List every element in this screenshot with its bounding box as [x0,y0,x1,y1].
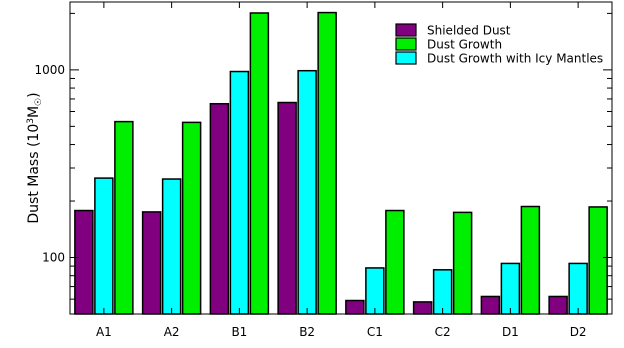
bar-d1-dust-growth [520,205,541,315]
bar-b2-dust-growth [317,11,337,315]
bar-b2-dust-growth-with-icy-mantles [297,69,317,315]
bar-a1-dust-growth [114,120,134,315]
bar-b1-shielded-dust [209,102,230,315]
x-tick-label-b2: B2 [299,325,315,339]
x-tick-label-c1: C1 [367,325,383,339]
y-axis-title-sup: 3 [26,118,36,124]
x-tick-label-a2: A2 [164,325,180,339]
x-tick-label-b1: B1 [231,325,247,339]
y-axis-title: Dust Mass (103M☉) [26,92,44,223]
bar-a2-shielded-dust [141,211,162,315]
x-tick-label-d1: D1 [502,325,519,339]
y-tick-label-1000: 1000 [34,63,65,77]
y-axis-title-main: Dust Mass (10 [26,124,42,224]
bar-d1-shielded-dust [480,295,501,315]
x-tick-label-a1: A1 [96,325,112,339]
bar-a1-dust-growth-with-icy-mantles [94,177,114,315]
bar-a1-shielded-dust [74,209,94,315]
bar-c2-dust-growth-with-icy-mantles [432,269,453,315]
bar-c1-dust-growth-with-icy-mantles [365,267,385,315]
bars-layer [74,11,608,315]
x-tick-label-c2: C2 [435,325,451,339]
y-tick-labels: 100 1000 [34,63,65,265]
plot-frame [69,1,613,315]
bar-c1-dust-growth [385,209,405,315]
bar-d2-shielded-dust [548,295,568,315]
bar-d2-dust-growth-with-icy-mantles [568,262,588,315]
legend-label-dust-growth-with-icy-mantles: Dust Growth with Icy Mantles [427,52,603,66]
y-axis-title-sun-symbol: ☉ [34,98,44,106]
legend-swatch-dust-growth [395,37,417,51]
legend-swatch-dust-growth-with-icy-mantles [395,51,417,65]
x-tick-labels: A1 A2 B1 B2 C1 C2 D1 D2 [96,325,587,339]
bar-b1-dust-growth [249,12,270,315]
y-axis-title-unit: M [26,106,42,118]
legend-label-dust-growth: Dust Growth [427,38,502,52]
x-tick-label-d2: D2 [570,325,587,339]
bar-c2-shielded-dust [412,301,433,315]
y-tick-label-100: 100 [42,251,65,265]
bar-a2-dust-growth-with-icy-mantles [161,178,182,315]
ticks-layer [70,2,612,315]
legend-swatch-shielded-dust [395,23,417,37]
bar-b2-shielded-dust [277,101,297,315]
bar-d2-dust-growth [588,206,608,315]
y-axis-title-close: ) [26,92,42,97]
bar-d1-dust-growth-with-icy-mantles [500,262,521,315]
bar-a2-dust-growth [181,121,202,315]
legend-label-shielded-dust: Shielded Dust [427,24,511,38]
bar-b1-dust-growth-with-icy-mantles [229,70,250,315]
bar-c2-dust-growth [452,211,473,315]
bar-c1-shielded-dust [345,299,365,315]
